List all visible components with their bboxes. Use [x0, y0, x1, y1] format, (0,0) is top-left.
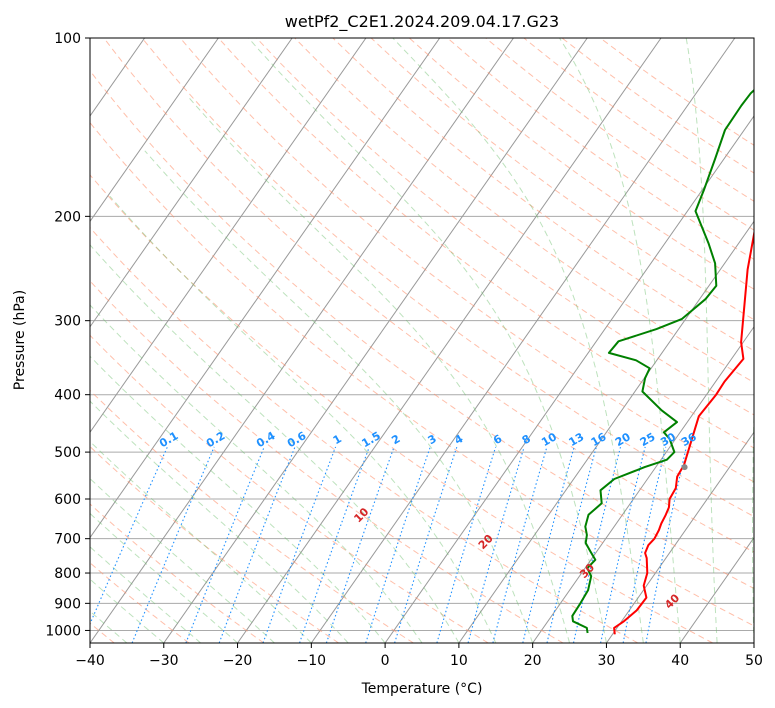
profile-series [571, 88, 754, 635]
moist-adiabat-line [685, 38, 718, 643]
mixing-ratio-line [299, 446, 370, 643]
moist-adiabat-line [90, 512, 238, 643]
dry-adiabat-line [256, 38, 754, 416]
x-tick-label: 30 [598, 653, 616, 669]
moist-adiabat-line [90, 546, 202, 643]
dry-adiabat-line [179, 38, 754, 483]
dry-adiabat-line [90, 334, 489, 643]
dry-adiabat-line [90, 69, 754, 590]
plot-area: 0.10.20.40.611.52346810131620253036-100-… [90, 38, 754, 643]
moist-adiabat-line [248, 38, 607, 643]
dry-adiabat-line [90, 503, 265, 643]
x-tick-label: 40 [671, 653, 689, 669]
y-tick-label: 100 [54, 31, 81, 47]
x-tick-label: 50 [745, 653, 763, 669]
mixing-ratio-line [467, 446, 525, 643]
dry-adiabat-line [408, 38, 754, 290]
moist-adiabat-line [109, 195, 497, 643]
moist-adiabat-line [90, 477, 275, 643]
isotherm-line [532, 325, 754, 643]
y-tick-label: 900 [54, 596, 81, 612]
dry-adiabats [90, 38, 754, 643]
moist-adiabats [90, 38, 754, 643]
moist-adiabat-line [752, 397, 754, 643]
x-tick-label: 0 [381, 653, 390, 669]
y-tick-label: 400 [54, 388, 81, 404]
moist-adiabat-line [392, 38, 644, 643]
chart-title: wetPf2_C2E1.2024.209.04.17.G23 [285, 12, 559, 32]
mixing-ratio-line [572, 446, 622, 643]
x-axis-ticks: −40 −30 −20 −10 0 10 20 30 40 50 [75, 643, 763, 669]
mixing-ratio-line [492, 446, 548, 643]
isotherm-line [90, 38, 367, 434]
x-tick-label: −40 [75, 653, 105, 669]
isotherm-line [458, 220, 754, 643]
moist-adiabat-line [144, 150, 534, 643]
x-tick-label: −10 [297, 653, 327, 669]
isotherm-line [384, 115, 754, 643]
x-tick-label: 20 [524, 653, 542, 669]
dry-adiabat-line [103, 38, 754, 553]
mixing-ratio-line [262, 446, 337, 643]
mixing-ratio-line [325, 446, 395, 643]
mixing-ratio-line [394, 446, 458, 643]
y-axis-label: Pressure (hPa) [12, 290, 28, 390]
y-tick-label: 200 [54, 209, 81, 225]
mixing-ratio-line [546, 446, 597, 643]
moist-adiabat-line [90, 304, 423, 643]
y-tick-label: 1000 [45, 623, 81, 639]
moist-adiabat-line [90, 440, 312, 643]
dry-adiabat-line [90, 121, 754, 627]
mixing-ratio-line [522, 446, 575, 643]
dry-adiabat-line [90, 174, 713, 643]
mixing-ratio-line [365, 446, 431, 643]
mixing-ratio-line [436, 446, 497, 643]
dewpoint-profile [571, 88, 754, 634]
x-axis-label: Temperature (°C) [361, 681, 483, 697]
isotherm-line [237, 38, 662, 643]
mixing-ratio-line [90, 446, 168, 626]
moist-adiabat-line [90, 244, 460, 643]
isobar-grid [90, 38, 754, 631]
temperature-profile [613, 228, 754, 635]
y-tick-label: 300 [54, 314, 81, 330]
y-tick-label: 600 [54, 492, 81, 508]
mixing-ratio-line [218, 446, 296, 643]
dry-adiabat-line [218, 38, 754, 449]
moist-adiabat-line [559, 38, 681, 643]
dry-adiabat-line [90, 389, 414, 643]
mixing-ratio-line [645, 446, 687, 643]
level-marker [681, 464, 688, 471]
dry-adiabat-line [90, 226, 639, 643]
x-tick-label: −20 [223, 653, 253, 669]
y-axis-ticks: 100 200 300 400 500 600 700 800 900 1000 [45, 31, 90, 639]
mixing-ratio-line [600, 446, 646, 643]
isotherm-line [90, 38, 441, 539]
moist-adiabat-line [186, 95, 571, 643]
x-tick-label: 10 [450, 653, 468, 669]
y-tick-label: 700 [54, 532, 81, 548]
plot-frame [89, 37, 755, 644]
dry-adiabat-line [370, 38, 754, 321]
isotherm-line [90, 38, 293, 328]
dry-adiabat-line [90, 280, 564, 643]
isotherm-line [606, 431, 754, 643]
x-tick-label: −30 [149, 653, 179, 669]
isotherm-line [163, 38, 588, 643]
mixing-ratio-lines [90, 446, 687, 643]
y-tick-label: 500 [54, 445, 81, 461]
moist-adiabat-line [90, 355, 386, 643]
y-tick-label: 800 [54, 566, 81, 582]
isotherm-line [679, 536, 754, 643]
isotherm-line [90, 38, 514, 643]
isotherm-line [90, 38, 219, 223]
